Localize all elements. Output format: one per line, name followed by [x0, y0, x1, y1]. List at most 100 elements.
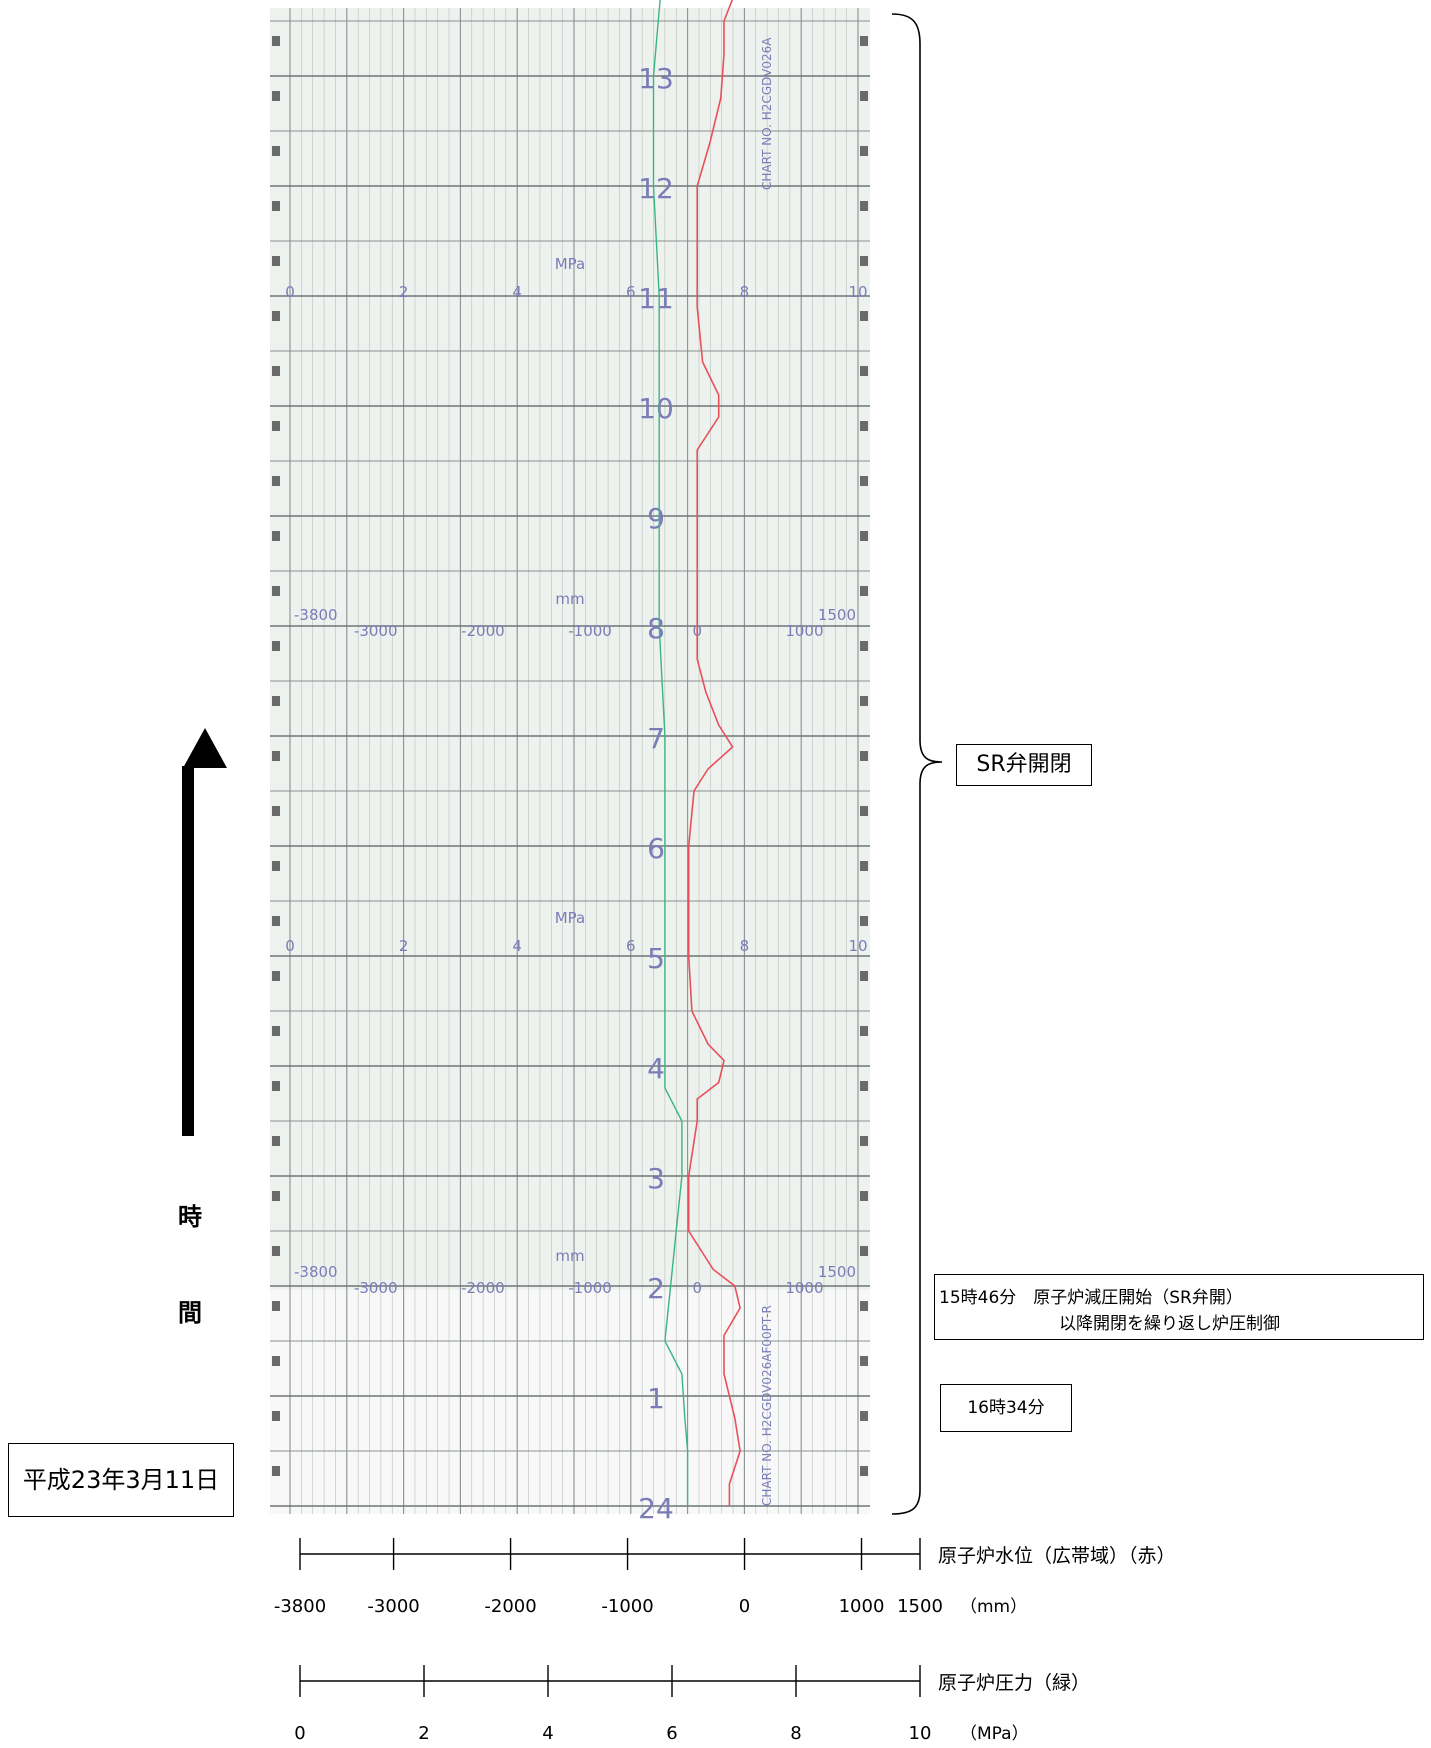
date-label: 平成23年3月11日 — [8, 1443, 234, 1517]
sprocket-hole-left — [272, 1466, 280, 1476]
level-scale-tick-label: -3000 — [367, 1596, 419, 1617]
sprocket-hole-left — [272, 696, 280, 706]
sprocket-hole-left — [272, 201, 280, 211]
time-axis-label-1: 時 — [178, 1203, 202, 1231]
sr-valve-label: SR弁開閉 — [956, 744, 1092, 786]
sprocket-hole-left — [272, 476, 280, 486]
chart-number-top: CHART NO. H2CGDV026A — [760, 37, 774, 190]
hour-label: 4 — [647, 1052, 665, 1085]
level-unit-print: mm — [555, 1247, 584, 1265]
sprocket-hole-right — [860, 1026, 868, 1036]
pressure-scale-tick-label: 0 — [294, 1723, 305, 1744]
sprocket-hole-left — [272, 1411, 280, 1421]
sprocket-hole-left — [272, 861, 280, 871]
sprocket-hole-left — [272, 751, 280, 761]
water-level-trace — [687, 0, 741, 1506]
sprocket-hole-left — [272, 1301, 280, 1311]
pressure-tick-print: 10 — [848, 937, 867, 955]
sprocket-hole-right — [860, 1356, 868, 1366]
event-1546-box: 15時46分 原子炉減圧開始（SR弁開） 以降開閉を繰り返し炉圧制御 — [934, 1274, 1424, 1340]
sprocket-hole-right — [860, 256, 868, 266]
sprocket-hole-left — [272, 256, 280, 266]
sprocket-hole-left — [272, 1191, 280, 1201]
level-tick-print: -3800 — [294, 1263, 338, 1281]
sprocket-hole-right — [860, 146, 868, 156]
level-scale-tick-label: -3800 — [274, 1596, 326, 1617]
sprocket-hole-right — [860, 311, 868, 321]
chart-number-bottom: CHART NO. H2CGDV026AF00PT-R — [760, 1305, 774, 1506]
sprocket-hole-right — [860, 531, 868, 541]
hour-label: 2 — [647, 1272, 665, 1305]
pressure-tick-print: 6 — [626, 937, 636, 955]
sprocket-hole-left — [272, 421, 280, 431]
hour-label: 11 — [638, 282, 674, 315]
hour-label: 12 — [638, 172, 674, 205]
event-1546-line2: 以降開閉を繰り返し炉圧制御 — [1059, 1314, 1280, 1334]
sprocket-hole-right — [860, 916, 868, 926]
sprocket-hole-left — [272, 146, 280, 156]
chart-paper-bottom-section — [270, 1290, 870, 1514]
sprocket-hole-left — [272, 1356, 280, 1366]
curly-brace — [891, 13, 943, 1515]
level-tick-print: 1500 — [818, 1263, 856, 1281]
hour-label: 6 — [647, 832, 665, 865]
sprocket-hole-left — [272, 36, 280, 46]
pressure-trace — [652, 0, 689, 1506]
sprocket-hole-left — [272, 1246, 280, 1256]
sprocket-hole-left — [272, 1026, 280, 1036]
pressure-tick-print: 0 — [285, 937, 295, 955]
level-tick-print: -2000 — [461, 622, 505, 640]
sprocket-hole-left — [272, 91, 280, 101]
sprocket-hole-right — [860, 806, 868, 816]
sprocket-hole-right — [860, 201, 868, 211]
event-1546-line1: 15時46分 原子炉減圧開始（SR弁開） — [939, 1288, 1243, 1308]
sprocket-hole-right — [860, 971, 868, 981]
sprocket-hole-right — [860, 1191, 868, 1201]
sprocket-hole-left — [272, 1136, 280, 1146]
pressure-tick-print: 8 — [740, 937, 750, 955]
sprocket-hole-right — [860, 641, 868, 651]
level-tick-print: -2000 — [461, 1279, 505, 1297]
sprocket-hole-right — [860, 696, 868, 706]
level-tick-print: -3800 — [294, 606, 338, 624]
hour-label: 9 — [647, 502, 665, 535]
sprocket-hole-right — [860, 1411, 868, 1421]
level-tick-print: 0 — [692, 1279, 702, 1297]
hour-label: 24 — [638, 1492, 674, 1525]
sprocket-hole-right — [860, 1136, 868, 1146]
sprocket-hole-left — [272, 916, 280, 926]
sprocket-hole-right — [860, 91, 868, 101]
hour-label: 5 — [647, 942, 665, 975]
pressure-scale-tick-label: 8 — [790, 1723, 801, 1744]
chart-traces — [652, 0, 741, 1506]
level-unit-print: mm — [555, 590, 584, 608]
sprocket-hole-right — [860, 1081, 868, 1091]
level-tick-print: -3000 — [354, 622, 398, 640]
pressure-tick-print: 4 — [512, 283, 522, 301]
hour-label: 8 — [647, 612, 665, 645]
level-tick-print: 1000 — [785, 1279, 823, 1297]
sprocket-hole-left — [272, 586, 280, 596]
pressure-scale-scale-name: 原子炉圧力（緑） — [938, 1672, 1090, 1694]
level-scale-scale-unit: （mm） — [960, 1597, 1027, 1617]
hour-label: 1 — [647, 1382, 665, 1415]
sprocket-hole-right — [860, 36, 868, 46]
pressure-scale-tick-label: 4 — [542, 1723, 553, 1744]
sprocket-hole-left — [272, 366, 280, 376]
level-tick-print: 1000 — [785, 622, 823, 640]
pressure-scale-tick-label: 10 — [909, 1723, 932, 1744]
sprocket-hole-left — [272, 1081, 280, 1091]
hour-label: 10 — [638, 392, 674, 425]
pressure-tick-print: 6 — [626, 283, 636, 301]
sprocket-hole-left — [272, 531, 280, 541]
pressure-tick-print: 8 — [740, 283, 750, 301]
level-scale-tick-label: 0 — [739, 1596, 750, 1617]
pressure-scale-tick-label: 6 — [666, 1723, 677, 1744]
level-tick-print: -1000 — [568, 622, 612, 640]
level-scale-tick-label: -2000 — [484, 1596, 536, 1617]
sprocket-hole-right — [860, 586, 868, 596]
sprocket-hole-right — [860, 421, 868, 431]
time-axis-label-2: 間 — [178, 1299, 202, 1327]
level-tick-print: -3000 — [354, 1279, 398, 1297]
